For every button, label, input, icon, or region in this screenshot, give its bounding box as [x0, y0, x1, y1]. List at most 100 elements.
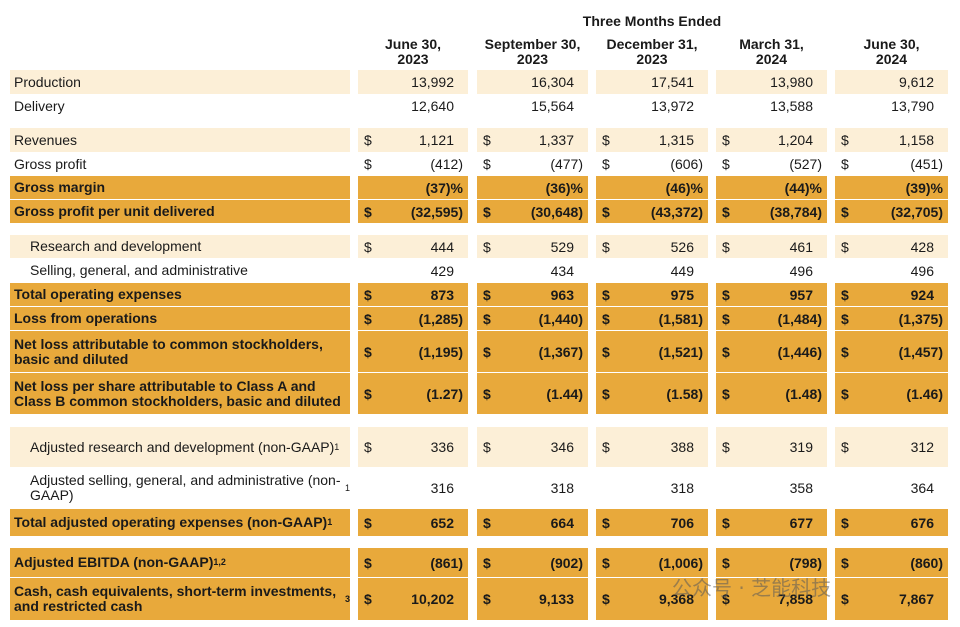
value-cell: $ (1,484) [716, 307, 827, 330]
value: (32,595) [410, 203, 463, 220]
value-cell: 496 [835, 259, 948, 282]
value-cell: $ (30,648) [477, 200, 588, 223]
value-cell: (39)% [835, 176, 948, 199]
value: (860) [910, 554, 943, 571]
value: (39)% [905, 179, 943, 196]
value-cell: $312 [835, 427, 948, 467]
column-header: 2024 [755, 51, 788, 67]
value-cell: $963 [477, 283, 588, 306]
row-label: Gross profit per unit delivered [10, 200, 350, 223]
value-cell: $ (1,367) [477, 331, 588, 372]
currency-sign: $ [841, 156, 849, 172]
label-text: Total operating expenses [14, 286, 182, 302]
value-cell: 13,972 [596, 95, 708, 117]
currency-sign: $ [841, 514, 849, 531]
currency-sign: $ [722, 203, 730, 220]
value-cell: 13,980 [716, 70, 827, 94]
value-cell: $ (1,457) [835, 331, 948, 372]
currency-sign: $ [602, 132, 610, 148]
value-cell: $336 [358, 427, 468, 467]
value-cell: $ (606) [596, 153, 708, 175]
row-label: Delivery [10, 95, 350, 117]
value-cell: $1,204 [716, 128, 827, 152]
watermark: 公众号 · 芝能科技 [672, 576, 832, 600]
value: 526 [670, 238, 694, 255]
value: (1.27) [426, 385, 463, 402]
value: 449 [670, 262, 694, 279]
value: 13,588 [770, 98, 813, 114]
value-cell: $428 [835, 235, 948, 258]
currency-sign: $ [841, 132, 849, 148]
value: (477) [550, 156, 583, 172]
currency-sign: $ [364, 385, 372, 402]
value-cell: $ (451) [835, 153, 948, 175]
footnote-mark: 1 [334, 441, 340, 452]
value-cell: 16,304 [477, 70, 588, 94]
currency-sign: $ [722, 310, 730, 327]
value-cell: $ (798) [716, 548, 827, 577]
currency-sign: $ [364, 286, 372, 303]
label-text: Gross margin [14, 179, 106, 195]
value: (43,372) [650, 203, 703, 220]
column-header: June 30, [863, 36, 920, 52]
value-cell: $ (1.46) [835, 373, 948, 414]
value: (1.48) [785, 385, 822, 402]
value: 364 [910, 480, 934, 496]
value: (38,784) [769, 203, 822, 220]
currency-sign: $ [722, 554, 730, 571]
value: 1,204 [777, 132, 813, 148]
currency-sign: $ [483, 514, 491, 531]
currency-sign: $ [364, 238, 372, 255]
currency-sign: $ [602, 203, 610, 220]
value-cell: (37)% [358, 176, 468, 199]
value: (1,521) [658, 343, 703, 360]
column-header: 2023 [516, 51, 549, 67]
currency-sign: $ [722, 343, 730, 360]
value-cell: $7,858 [716, 578, 827, 620]
value-cell: 449 [596, 259, 708, 282]
label-text: Net loss attributable to common stockhol… [14, 335, 323, 367]
value: 17,541 [651, 74, 694, 90]
value: 358 [789, 480, 813, 496]
label-text: Adjusted selling, general, and administr… [30, 472, 341, 503]
value: 924 [910, 286, 934, 303]
value-cell: $1,121 [358, 128, 468, 152]
currency-sign: $ [364, 203, 372, 220]
value-cell: $1,315 [596, 128, 708, 152]
value-cell: $7,867 [835, 578, 948, 620]
currency-sign: $ [841, 203, 849, 220]
currency-sign: $ [602, 385, 610, 402]
value-cell: 318 [596, 468, 708, 508]
currency-sign: $ [483, 238, 491, 255]
value-cell: 358 [716, 468, 827, 508]
value: 676 [910, 514, 934, 531]
currency-sign: $ [841, 343, 849, 360]
currency-sign: $ [483, 343, 491, 360]
label-text: Net loss per share attributable to Class… [14, 377, 341, 409]
value-cell: 15,564 [477, 95, 588, 117]
value: 7,867 [898, 591, 934, 607]
value-cell: $ (902) [477, 548, 588, 577]
value: 529 [550, 238, 574, 255]
currency-sign: $ [364, 343, 372, 360]
value: 13,972 [651, 98, 694, 114]
value: 434 [550, 262, 574, 279]
value: 16,304 [531, 74, 574, 90]
value: 1,121 [418, 132, 454, 148]
value: (32,705) [890, 203, 943, 220]
value-cell: $957 [716, 283, 827, 306]
value-cell: $ (1,521) [596, 331, 708, 372]
column-header: December 31, [606, 36, 698, 52]
footnote-mark: 3 [344, 593, 350, 604]
row-label: Selling, general, and administrative [10, 259, 350, 282]
value-cell: $444 [358, 235, 468, 258]
currency-sign: $ [483, 554, 491, 571]
value-cell: $1,337 [477, 128, 588, 152]
value-cell: $975 [596, 283, 708, 306]
value: (451) [910, 156, 943, 172]
currency-sign: $ [722, 591, 730, 607]
value: (46)% [665, 179, 703, 196]
currency-sign: $ [364, 310, 372, 327]
currency-sign: $ [602, 591, 610, 607]
